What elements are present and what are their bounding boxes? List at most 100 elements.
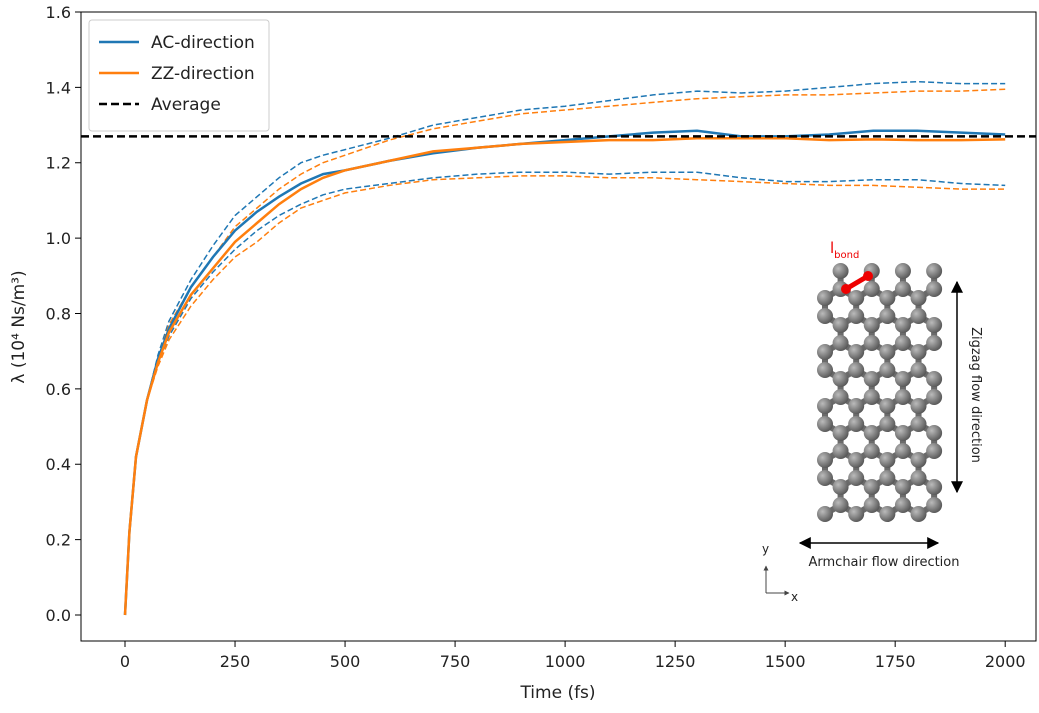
lattice-atom [817, 290, 833, 306]
lattice-atom [848, 362, 865, 378]
lattice-atom [848, 308, 865, 324]
lattice-atom [910, 308, 927, 324]
lattice-atom [863, 389, 880, 405]
lattice-atom [879, 416, 896, 432]
lattice-atom [894, 317, 911, 333]
lattice-atom [926, 263, 943, 279]
y-tick-label: 1.0 [46, 229, 71, 248]
y-tick-label: 1.4 [46, 78, 71, 97]
lattice-atom [879, 308, 896, 324]
armchair-label: Armchair flow direction [809, 555, 960, 570]
x-tick-label: 500 [330, 652, 361, 671]
lattice-atom [926, 389, 943, 405]
band-line [124, 80, 1006, 616]
lattice-atom [832, 317, 849, 333]
lattice-atom [910, 362, 927, 378]
lattice-atom [910, 416, 927, 432]
lattice-atom [832, 443, 849, 459]
lattice-atom [926, 335, 943, 351]
bond-atom [841, 284, 851, 294]
legend-label: AC-direction [151, 33, 255, 53]
x-axis-label: Time (fs) [519, 683, 595, 703]
lattice-atom [879, 398, 896, 414]
lattice-atom [910, 344, 927, 360]
legend-box [88, 19, 270, 132]
y-tick-label: 0.8 [46, 304, 71, 323]
lattice-atom [817, 308, 833, 324]
lattice-atom [817, 398, 833, 414]
lattice-atom [863, 317, 880, 333]
bond-label: lbond [830, 239, 859, 261]
x-tick-label: 1500 [765, 652, 806, 671]
band-line [124, 175, 1006, 616]
lattice-atom [879, 290, 896, 306]
lattice-atom [832, 263, 849, 279]
lattice-atom [848, 470, 865, 486]
lattice-atom [894, 263, 911, 279]
lattice-atom [863, 425, 880, 441]
lattice-atom [910, 506, 927, 522]
legend-label: ZZ-direction [151, 64, 255, 84]
axis-y-label: y [762, 542, 769, 556]
lattice-atom [926, 443, 943, 459]
lattice-atom [894, 389, 911, 405]
lattice-atom [894, 425, 911, 441]
lattice-atom [848, 290, 865, 306]
lattice-atom [848, 398, 865, 414]
y-tick-label: 0.4 [46, 455, 71, 474]
lattice-atom [894, 443, 911, 459]
lattice-atom [832, 371, 849, 387]
lattice-atom [817, 416, 833, 432]
lattice-atom [817, 470, 833, 486]
lattice-atom [926, 425, 943, 441]
lattice-atom [879, 470, 896, 486]
y-axis-label: λ (10⁴ Ns/m³) [9, 270, 29, 383]
lattice-atom [817, 344, 833, 360]
y-tick-label: 1.2 [46, 154, 71, 173]
lattice-atom [894, 371, 911, 387]
y-tick-label: 0.0 [46, 606, 71, 625]
lattice-atom [832, 389, 849, 405]
lattice-atom [832, 425, 849, 441]
lattice-atom [832, 497, 849, 513]
lattice-atom [848, 506, 865, 522]
lattice-atom [879, 344, 896, 360]
lattice-atom [863, 443, 880, 459]
lattice-atom [848, 344, 865, 360]
lattice-atom [894, 479, 911, 495]
x-tick-label: 1750 [875, 652, 916, 671]
series-line [123, 137, 1006, 616]
lattice-atom [894, 497, 911, 513]
axis-x-label: x [791, 590, 798, 604]
lattice [817, 263, 943, 522]
lattice-atom [926, 371, 943, 387]
bond-atom [863, 271, 873, 281]
x-tick-label: 1000 [545, 652, 586, 671]
zigzag-label: Zigzag flow direction [968, 327, 983, 463]
lattice-atom [910, 452, 927, 468]
lattice-atom [848, 416, 865, 432]
x-tick-label: 1250 [655, 652, 696, 671]
lattice-atom [894, 281, 911, 297]
lattice-atom [910, 398, 927, 414]
lattice-atom [848, 452, 865, 468]
x-tick-label: 250 [220, 652, 251, 671]
lattice-atom [926, 479, 943, 495]
lattice-atom [879, 506, 896, 522]
plot-frame [80, 11, 1037, 642]
lattice-atom [879, 452, 896, 468]
lattice-atom [926, 281, 943, 297]
lattice-atom [926, 497, 943, 513]
lattice-atom [910, 470, 927, 486]
y-tick-label: 0.2 [46, 531, 71, 550]
lattice-atom [910, 290, 927, 306]
x-tick-label: 750 [440, 652, 471, 671]
bond-label-sub: bond [834, 250, 859, 261]
lattice-atom [832, 335, 849, 351]
legend-label: Average [151, 95, 221, 115]
lattice-atom [817, 452, 833, 468]
y-tick-label: 1.6 [46, 3, 71, 22]
bond-label-main: l [830, 239, 834, 257]
x-tick-label: 0 [120, 652, 130, 671]
